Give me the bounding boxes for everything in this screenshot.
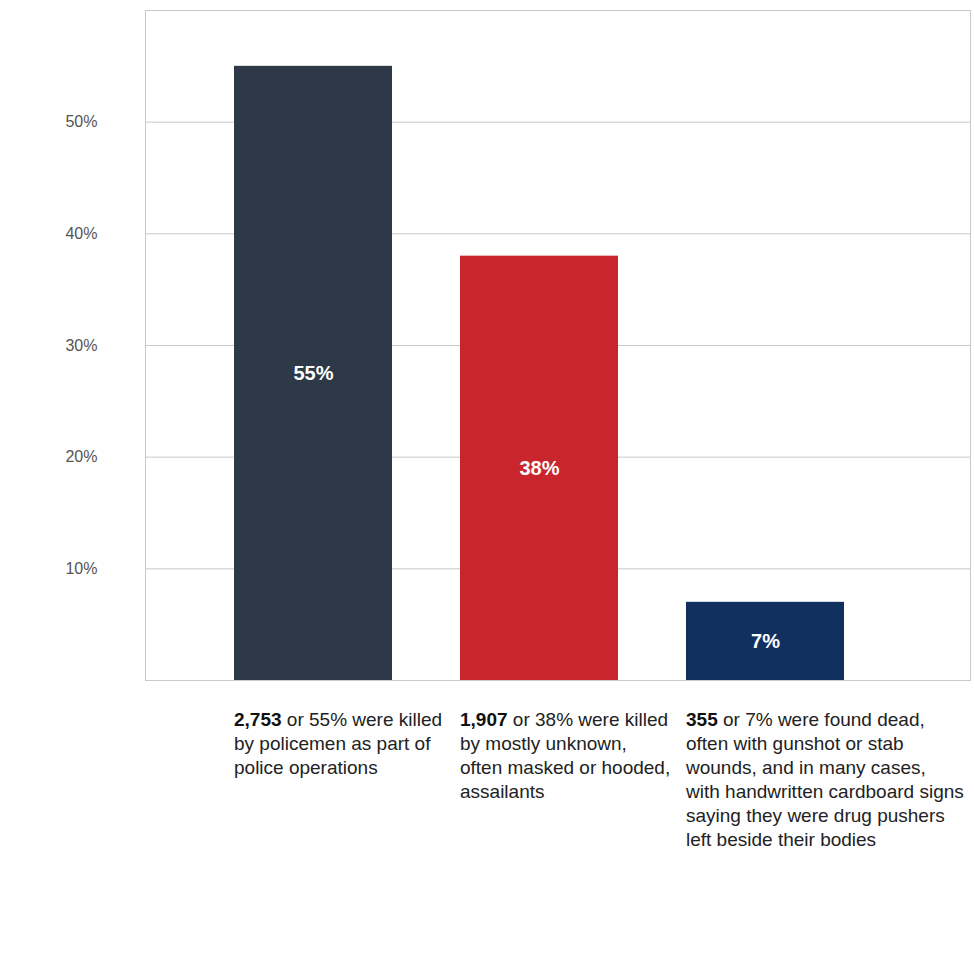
svg-text:7%: 7%: [751, 630, 780, 652]
html-text:1,907 or 38% were killed by mo: 1,907 or 38% were killed by mostly unkno…: [460, 709, 671, 802]
svg-text:38%: 38%: [519, 457, 559, 479]
svg-text:50%: 50%: [65, 113, 97, 130]
svg-text:10%: 10%: [65, 560, 97, 577]
svg-text:20%: 20%: [65, 448, 97, 465]
html-text:2,753 or 55% were killed by po: 2,753 or 55% were killed by policemen as…: [234, 709, 443, 778]
svg-text:40%: 40%: [65, 225, 97, 242]
html-text:355 or 7% were found dead, oft: 355 or 7% were found dead, often with gu…: [686, 709, 964, 850]
svg-text:55%: 55%: [293, 362, 333, 384]
svg-text:30%: 30%: [65, 337, 97, 354]
